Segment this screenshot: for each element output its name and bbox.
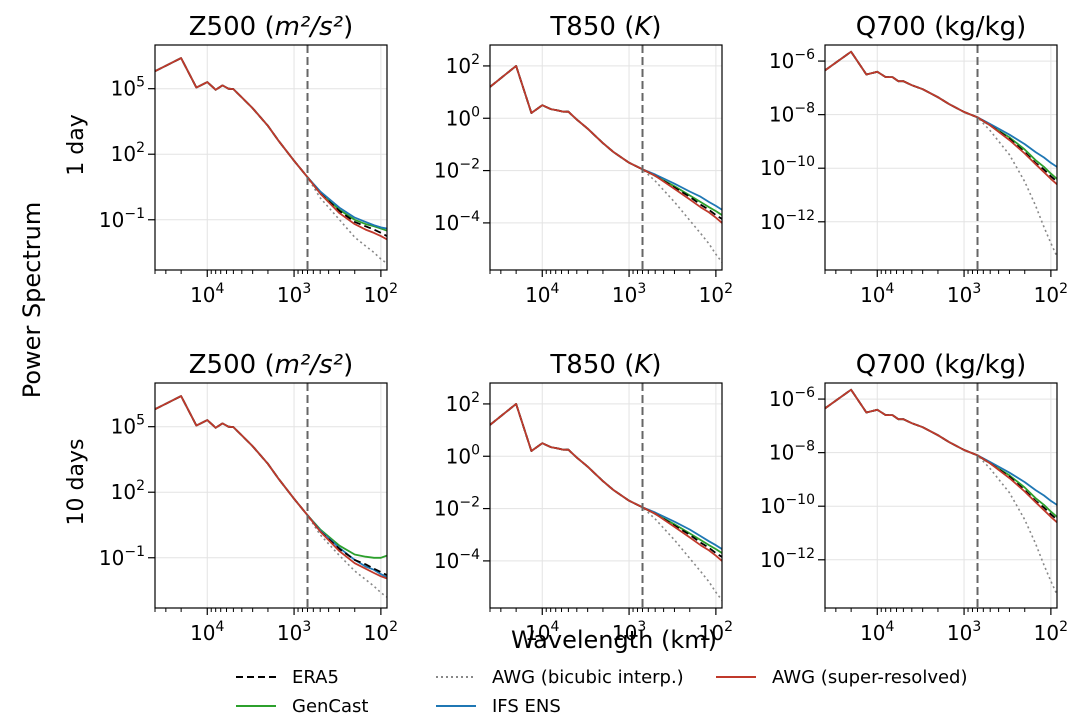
series-line-era5 bbox=[155, 57, 387, 237]
series-line-gencast bbox=[825, 50, 1057, 180]
y-tick-label: 10−10 bbox=[760, 154, 815, 180]
x-tick-label: 104 bbox=[190, 619, 224, 645]
y-tick-label: 100 bbox=[446, 104, 480, 130]
x-tick-label: 103 bbox=[612, 619, 646, 645]
panel-z500-1-day: Z500 (m²/s²) 104 103 102 105 102 10−1 bbox=[99, 12, 398, 307]
series-line-era5 bbox=[825, 388, 1057, 521]
x-tick-label: 103 bbox=[277, 281, 311, 307]
series-line-era5 bbox=[490, 402, 722, 558]
panel-grid: Z500 (m²/s²) 104 103 102 105 102 10−1 T850 (K) 1… bbox=[99, 12, 1068, 645]
y-tick-label: 10−2 bbox=[434, 495, 480, 521]
axes-frame bbox=[489, 44, 723, 271]
y-tick-label: 10−8 bbox=[769, 439, 815, 465]
row-label-1-day: 1 day bbox=[64, 114, 89, 175]
series-line-ifs-ens bbox=[155, 57, 387, 230]
x-tick-label: 102 bbox=[699, 281, 733, 307]
y-tick-label: 102 bbox=[446, 390, 480, 416]
y-tick-label: 102 bbox=[111, 478, 145, 504]
legend-label: ERA5 bbox=[292, 667, 339, 688]
x-tick-label: 102 bbox=[364, 281, 398, 307]
series-line-gencast bbox=[155, 57, 387, 232]
x-tick-label: 104 bbox=[860, 619, 894, 645]
figure-xlabel: Wavelength (km) bbox=[511, 626, 717, 654]
axes-frame bbox=[154, 44, 388, 271]
x-tick-label: 104 bbox=[860, 281, 894, 307]
y-tick-label: 10−6 bbox=[769, 47, 815, 73]
figure-ylabel: Power Spectrum bbox=[18, 202, 46, 399]
series-line-awg-super-resolved bbox=[155, 395, 387, 580]
x-tick-label: 103 bbox=[612, 281, 646, 307]
series-line-ifs-ens bbox=[490, 65, 722, 211]
y-tick-label: 102 bbox=[446, 52, 480, 78]
legend-label: GenCast bbox=[292, 696, 368, 717]
x-tick-label: 102 bbox=[364, 619, 398, 645]
panel-t850-1-day: T850 (K) 104 103 102 102 100 10−2 10−4 bbox=[434, 12, 733, 307]
y-tick-label: 10−8 bbox=[769, 101, 815, 127]
y-tick-label: 102 bbox=[111, 140, 145, 166]
series-line-awg-bicubic-interp bbox=[825, 50, 1057, 257]
panel-title: Q700 (kg/kg) bbox=[856, 350, 1027, 380]
legend-item-awg-super-resolved: AWG (super-resolved) bbox=[716, 667, 968, 688]
y-tick-label: 10−10 bbox=[760, 492, 815, 518]
y-tick-label: 105 bbox=[111, 413, 145, 439]
series-line-awg-super-resolved bbox=[490, 402, 722, 562]
y-tick-label: 10−4 bbox=[434, 209, 480, 235]
y-tick-label: 10−2 bbox=[434, 157, 480, 183]
legend-item-ifs-ens: IFS ENS bbox=[436, 696, 561, 717]
y-tick-label: 100 bbox=[446, 442, 480, 468]
legend-item-gencast: GenCast bbox=[236, 696, 368, 717]
panel-q700-10-days: Q700 (kg/kg) 104 103 102 10−6 10−8 10−10 10−12 bbox=[760, 350, 1068, 645]
series-line-era5 bbox=[155, 395, 387, 576]
series-line-awg-super-resolved bbox=[825, 388, 1057, 523]
panel-title: Z500 (m²/s²) bbox=[189, 350, 354, 380]
series-line-gencast bbox=[490, 65, 722, 216]
axes-frame bbox=[824, 382, 1058, 609]
x-tick-label: 104 bbox=[525, 619, 559, 645]
panel-q700-1-day: Q700 (kg/kg) 104 103 102 10−6 10−8 10−10 10−12 bbox=[760, 12, 1068, 307]
panel-z500-10-days: Z500 (m²/s²) 104 103 102 105 102 10−1 bbox=[99, 350, 398, 645]
series-line-awg-super-resolved bbox=[825, 50, 1057, 185]
y-tick-label: 105 bbox=[111, 75, 145, 101]
legend-label: AWG (bicubic interp.) bbox=[492, 667, 684, 688]
x-tick-label: 103 bbox=[277, 619, 311, 645]
legend: ERA5 AWG (bicubic interp.) AWG (super-reso… bbox=[236, 667, 968, 717]
series-line-ifs-ens bbox=[490, 402, 722, 550]
series-line-awg-super-resolved bbox=[490, 65, 722, 224]
x-tick-label: 104 bbox=[190, 281, 224, 307]
axes-frame bbox=[824, 44, 1058, 271]
y-tick-label: 10−6 bbox=[769, 385, 815, 411]
legend-label: IFS ENS bbox=[492, 696, 561, 717]
x-tick-label: 102 bbox=[1034, 619, 1068, 645]
series-line-awg-super-resolved bbox=[155, 57, 387, 241]
y-tick-label: 10−1 bbox=[99, 206, 145, 232]
x-tick-label: 103 bbox=[947, 619, 981, 645]
panel-title: T850 (K) bbox=[549, 12, 661, 42]
y-tick-label: 10−1 bbox=[99, 544, 145, 570]
axes-frame bbox=[489, 382, 723, 609]
panel-t850-10-days: T850 (K) 104 103 102 102 100 10−2 10−4 bbox=[434, 350, 733, 645]
series-line-era5 bbox=[825, 50, 1057, 183]
legend-item-era5: ERA5 bbox=[236, 667, 339, 688]
series-line-era5 bbox=[490, 65, 722, 220]
y-tick-label: 10−12 bbox=[760, 546, 815, 572]
x-tick-label: 104 bbox=[525, 281, 559, 307]
panel-title: Q700 (kg/kg) bbox=[856, 12, 1027, 42]
y-tick-label: 10−4 bbox=[434, 547, 480, 573]
series-line-gencast bbox=[155, 395, 387, 559]
y-tick-label: 10−12 bbox=[760, 208, 815, 234]
legend-label: AWG (super-resolved) bbox=[772, 667, 968, 688]
x-tick-label: 103 bbox=[947, 281, 981, 307]
axes-frame bbox=[154, 382, 388, 609]
panel-title: Z500 (m²/s²) bbox=[189, 12, 354, 42]
series-line-ifs-ens bbox=[155, 395, 387, 579]
panel-title: T850 (K) bbox=[549, 350, 661, 380]
series-line-gencast bbox=[490, 402, 722, 554]
legend-item-awg-bicubic-interp: AWG (bicubic interp.) bbox=[436, 667, 684, 688]
series-line-awg-bicubic-interp bbox=[825, 388, 1057, 595]
series-line-gencast bbox=[825, 388, 1057, 518]
x-tick-label: 102 bbox=[1034, 281, 1068, 307]
row-label-10-days: 10 days bbox=[64, 439, 89, 526]
x-tick-label: 102 bbox=[699, 619, 733, 645]
